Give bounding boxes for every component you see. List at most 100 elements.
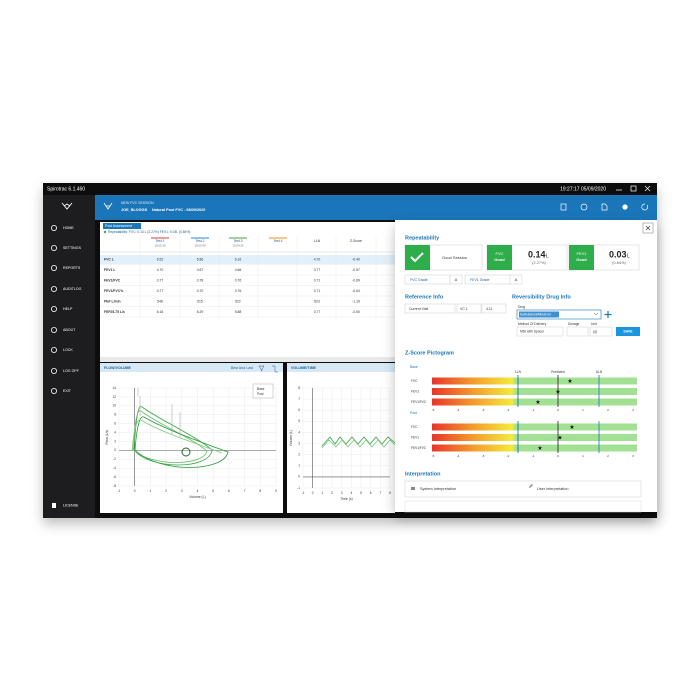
dropdown-arrow bbox=[593, 312, 599, 316]
cell: 4.70 bbox=[157, 268, 164, 272]
nav-item[interactable]: REPORTS bbox=[63, 266, 81, 270]
y-tick-label: 4 bbox=[298, 430, 300, 434]
x-tick-label: 8 bbox=[259, 489, 261, 493]
x-tick-label: 1 bbox=[321, 491, 323, 495]
unit-value: µg bbox=[593, 330, 597, 334]
z-bar bbox=[432, 388, 637, 395]
tab[interactable]: User Interpretation bbox=[537, 487, 568, 491]
add-button[interactable] bbox=[604, 311, 612, 318]
logo[interactable] bbox=[61, 202, 73, 210]
field-label: Dosage bbox=[568, 322, 580, 326]
fvc-value: 0.14 bbox=[528, 249, 546, 259]
toolbar-icons[interactable] bbox=[560, 203, 649, 211]
section-title: Reference Info bbox=[405, 294, 444, 300]
z-bar bbox=[432, 423, 637, 431]
x-tick-label: 5 bbox=[360, 491, 362, 495]
fvc-tag bbox=[487, 245, 512, 270]
fvc-grade: Good bbox=[494, 257, 505, 262]
ref-box bbox=[404, 303, 456, 314]
results-area bbox=[100, 222, 395, 357]
row-label: FEV1 bbox=[411, 389, 419, 393]
column-header: Test 1 bbox=[155, 239, 164, 243]
x-tick-label: 3 bbox=[341, 491, 343, 495]
nav-icon bbox=[51, 346, 58, 353]
fev1-grade: Good bbox=[576, 257, 587, 262]
clock: 19:27:17 05/09/2020 bbox=[560, 186, 606, 192]
cell: -0.60 bbox=[352, 310, 360, 314]
y-axis-title: Volume (L) bbox=[289, 430, 293, 446]
ref-value: 4.11 bbox=[486, 307, 493, 311]
save-label: SAVE bbox=[623, 330, 633, 334]
assessment-tag bbox=[103, 223, 141, 229]
x-tick-label: 2 bbox=[607, 408, 609, 412]
row-label: PEF L/min bbox=[104, 299, 121, 303]
column-header: Test 4 bbox=[273, 239, 282, 243]
nav-item[interactable]: LICENSE bbox=[63, 503, 79, 507]
tab[interactable]: System Interpretation bbox=[420, 487, 456, 491]
z-marker: ★ bbox=[535, 399, 540, 406]
window-buttons[interactable] bbox=[616, 185, 651, 192]
column-header: Z-Score bbox=[350, 239, 362, 243]
nav-icon bbox=[51, 244, 58, 251]
cell: 5.86 bbox=[197, 257, 204, 261]
volume-time-chart: -1 0 1 2 3 4 5 6 7 8 8 7 6 5 4 3 2 1 0 -1 Time (s) Volume (L) bbox=[289, 386, 391, 501]
user-icon bbox=[529, 484, 533, 488]
nav-item[interactable]: SETTINGS bbox=[63, 246, 82, 250]
chart-tools[interactable] bbox=[258, 365, 278, 373]
x-axis-title: Volume (L) bbox=[189, 495, 205, 499]
x-tick-label: 0 bbox=[312, 491, 314, 495]
fev1-unit: L bbox=[627, 253, 630, 259]
session-label: NEW FVC SESSION bbox=[121, 201, 154, 205]
nav-icon bbox=[51, 285, 58, 292]
save-button[interactable] bbox=[616, 327, 640, 336]
fev1-value: 0.03 bbox=[609, 249, 627, 259]
ref-box bbox=[481, 303, 507, 314]
x-tick-label: 9 bbox=[275, 489, 277, 493]
z-bar bbox=[432, 377, 637, 385]
x-tick-label: -5 bbox=[432, 408, 435, 412]
x-tick-label: 1 bbox=[150, 489, 152, 493]
cell: 3.77 bbox=[314, 310, 321, 314]
divider bbox=[100, 357, 395, 362]
cell: 6.29 bbox=[197, 310, 204, 314]
column-date: 19:22:10 bbox=[155, 244, 166, 248]
nav-item[interactable]: AUDITLOG bbox=[63, 287, 82, 291]
z-marker: ★ bbox=[537, 445, 542, 452]
x-tick-label: 5 bbox=[212, 489, 214, 493]
z-bar bbox=[432, 398, 637, 406]
flow-volume-header bbox=[100, 363, 283, 372]
y-tick-label: 1 bbox=[298, 464, 300, 468]
y-tick-label: 10 bbox=[112, 404, 116, 408]
nav-item[interactable]: LOCK bbox=[63, 348, 73, 352]
cell: 0.76 bbox=[235, 278, 242, 282]
y-tick-label: -4 bbox=[113, 466, 116, 470]
ref-visit: Current Visit bbox=[409, 307, 428, 311]
y-tick-label: 2 bbox=[298, 453, 300, 457]
dosage-input[interactable] bbox=[566, 326, 589, 337]
group-label: Base bbox=[410, 365, 418, 369]
x-tick-label: 0 bbox=[557, 454, 559, 458]
section-title: Repeatability bbox=[405, 235, 440, 241]
y-tick-label: -2 bbox=[113, 457, 116, 461]
session-icon[interactable] bbox=[103, 202, 113, 210]
nav-icon bbox=[51, 326, 58, 333]
nav-item[interactable]: ABOUT bbox=[63, 328, 76, 332]
y-tick-label: 3 bbox=[298, 441, 300, 445]
z-marker: ★ bbox=[569, 424, 574, 431]
nav-item[interactable]: LOG OFF bbox=[63, 369, 80, 373]
method-select[interactable] bbox=[516, 326, 564, 337]
unit-select[interactable] bbox=[589, 326, 613, 337]
cell: -0.57 bbox=[352, 268, 360, 272]
cell: 0.77 bbox=[157, 278, 164, 282]
ref-box bbox=[456, 303, 482, 314]
row-label: FVC L bbox=[104, 257, 114, 261]
volume-time-title: VOLUME/TIME bbox=[291, 366, 317, 370]
nav-item[interactable]: EXIT bbox=[63, 389, 72, 393]
nav-item[interactable]: HELP bbox=[63, 307, 73, 311]
y-tick-label: 6 bbox=[298, 408, 300, 412]
curve-selector[interactable]: Best And Last bbox=[231, 366, 253, 370]
x-tick-label: 1 bbox=[582, 454, 584, 458]
nav-item[interactable]: HOME bbox=[63, 226, 74, 230]
cell: -1.16 bbox=[352, 299, 360, 303]
y-tick-label: 7 bbox=[298, 397, 300, 401]
